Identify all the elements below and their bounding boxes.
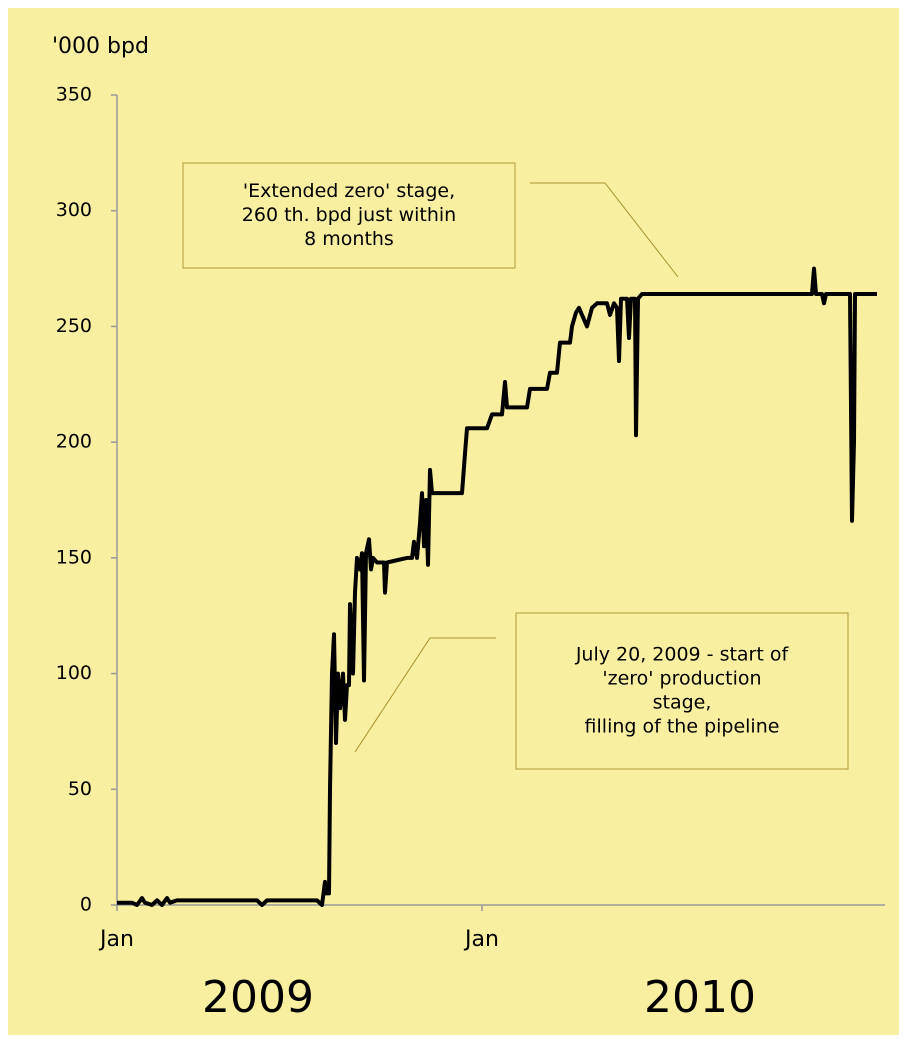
y-axis-label: '000 bpd — [52, 34, 149, 59]
x-tick-label: Jan — [98, 927, 134, 952]
data-line — [117, 266, 877, 907]
y-tick-label: 300 — [56, 199, 92, 221]
year-label: 2009 — [202, 972, 314, 1023]
annotation-box — [182, 162, 516, 269]
annotation-text: 8 months — [304, 228, 394, 250]
annotation-box — [515, 612, 849, 770]
y-tick-label: 50 — [68, 778, 92, 800]
y-tick-label: 100 — [56, 662, 92, 684]
annotation-text: stage, — [653, 692, 712, 714]
x-tick-label: Jan — [463, 927, 499, 952]
leader-line — [530, 182, 679, 278]
background — [8, 8, 899, 1035]
y-tick-label: 350 — [56, 84, 92, 106]
year-label: 2010 — [644, 972, 756, 1023]
annotation-text: filling of the pipeline — [585, 716, 780, 738]
annotation-text: 260 th. bpd just within — [242, 204, 456, 226]
y-tick-label: 250 — [56, 315, 92, 337]
annotation-text: July 20, 2009 - start of — [575, 644, 790, 666]
annotation-text: 'Extended zero' stage, — [243, 180, 455, 202]
y-tick-label: 0 — [80, 894, 92, 916]
annotation-text: 'zero' production — [602, 668, 761, 690]
y-tick-label: 200 — [56, 431, 92, 453]
y-tick-label: 150 — [56, 546, 92, 568]
leader-line — [354, 637, 496, 753]
